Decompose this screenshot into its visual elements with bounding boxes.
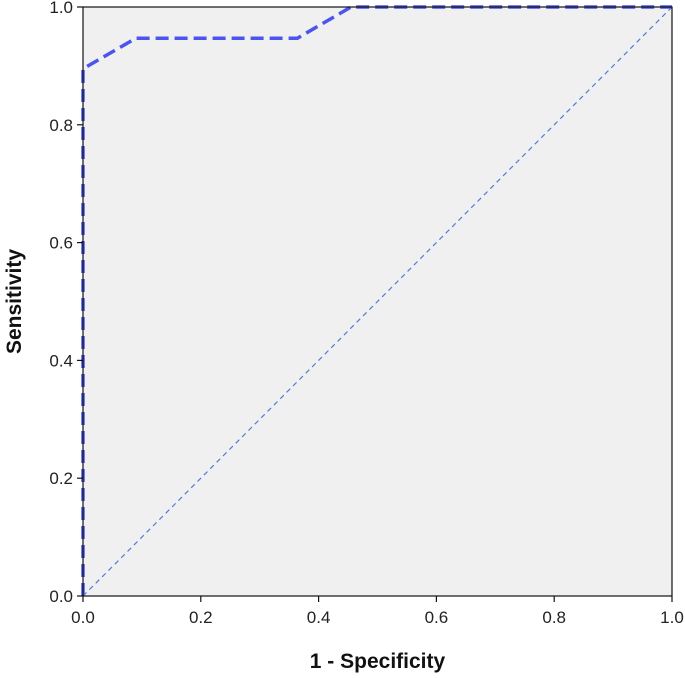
y-tick-label: 0.0 <box>49 587 73 606</box>
plot-frame <box>82 6 673 597</box>
y-tick-label: 1.0 <box>49 0 73 17</box>
x-tick-label: 0.2 <box>189 608 213 627</box>
x-tick-label: 0.0 <box>71 608 95 627</box>
reference-diagonal-line <box>82 6 673 597</box>
x-axis-title: 1 - Specificity <box>310 650 446 673</box>
x-tick-label: 0.6 <box>425 608 449 627</box>
y-tick-label: 0.2 <box>49 469 73 488</box>
x-tick-label: 1.0 <box>660 608 684 627</box>
y-tick-label: 0.6 <box>49 234 73 253</box>
x-axis-ticks: 0.0 0.2 0.4 0.6 0.8 1.0 <box>71 596 684 627</box>
y-axis-ticks: 0.0 0.2 0.4 0.6 0.8 1.0 <box>49 0 83 606</box>
x-tick-label: 0.4 <box>307 608 331 627</box>
x-tick-label: 0.8 <box>542 608 566 627</box>
y-axis-title: Sensitivity <box>3 249 26 354</box>
y-tick-label: 0.4 <box>49 351 73 370</box>
y-tick-label: 0.8 <box>49 116 73 135</box>
